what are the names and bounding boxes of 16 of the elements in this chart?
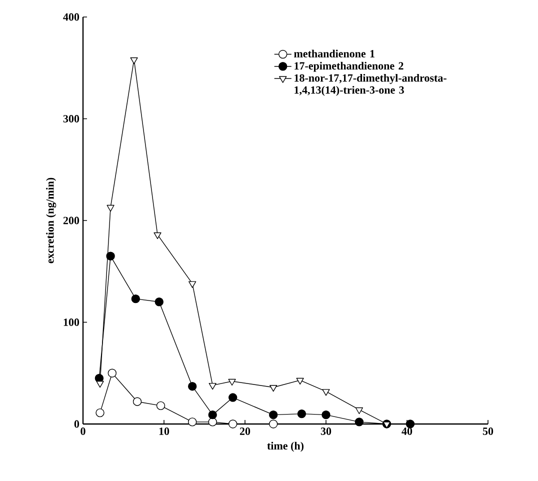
x-tick-label: 10 (159, 428, 170, 435)
y-axis-title: excretion (ng/min) (46, 178, 56, 264)
x-tick-label: 0 (80, 428, 86, 435)
y-tick-label: 0 (74, 420, 80, 428)
y-tick-label: 400 (63, 13, 80, 21)
x-tick-label: 30 (320, 428, 332, 435)
y-tick-label: 200 (63, 216, 80, 224)
y-tick-label: 300 (63, 115, 80, 122)
x-tick-label: 50 (482, 428, 494, 435)
x-tick-label: 40 (402, 428, 412, 435)
legend-label: 18-nor-17,17-dimethyl-androsta-1,4,13(14)-trien-3-one 3 (294, 74, 446, 96)
x-axis-title: time (h) (267, 442, 304, 452)
y-tick-label: 100 (64, 318, 80, 326)
x-tick-label: 20 (240, 428, 250, 435)
legend-label: 17-epimethandienone 2 (294, 62, 404, 72)
legend-label: methandienone 1 (294, 50, 374, 58)
